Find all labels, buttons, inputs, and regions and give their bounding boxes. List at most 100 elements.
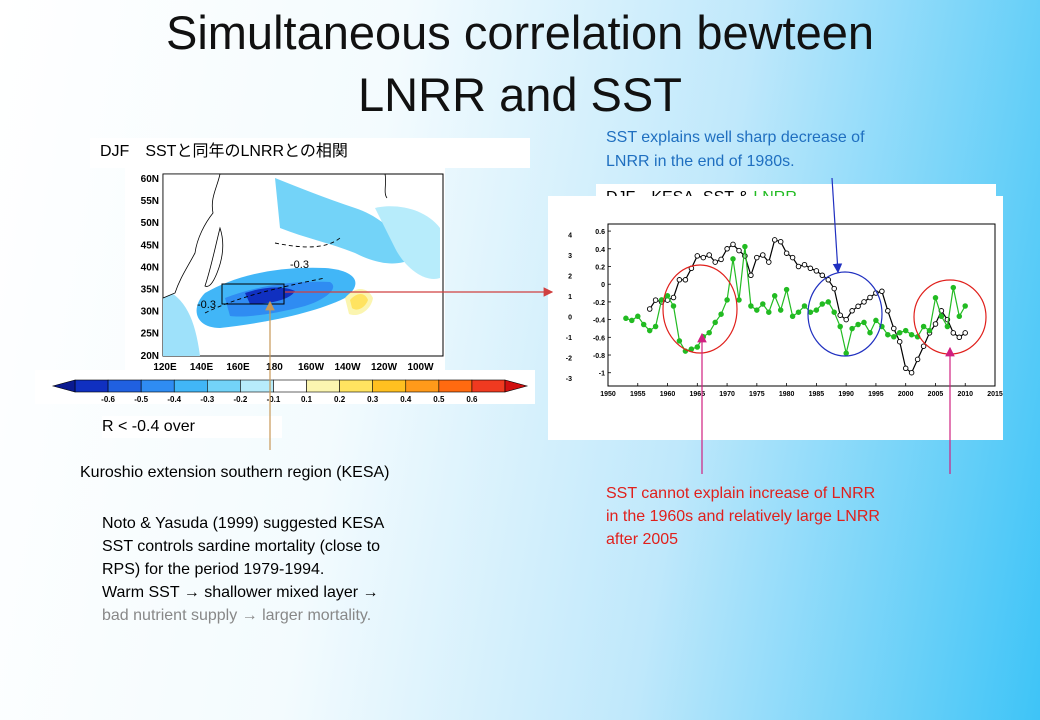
black-series-point [694, 253, 701, 259]
green-series-point [748, 303, 754, 309]
green-series-point [718, 311, 724, 317]
title-line-1: Simultaneous correlation bewteen [165, 6, 875, 59]
black-series-point [646, 306, 653, 312]
lon-tick-label: 100W [407, 362, 434, 373]
black-series-point [837, 312, 843, 318]
green-series-point [783, 286, 790, 293]
black-series-point [902, 365, 909, 372]
colorbar-tick-label: -0.1 [267, 395, 281, 404]
colorbar-tick-label: -0.5 [134, 395, 148, 404]
lat-tick-label: 25N [141, 329, 159, 340]
x-tick-label: 2015 [987, 391, 1003, 398]
contour-label: -0.3 [290, 259, 309, 271]
colorbar-tick-label: -0.6 [101, 395, 115, 404]
colorbar: -0.6 -0.5 -0.4 -0.3 -0.2 -0.1 0.1 0.2 0.3 0.4 0.5 0… [35, 370, 535, 404]
noto-line: Noto & Yasuda (1999) suggested KESA [102, 515, 385, 532]
map-coastline [384, 173, 388, 199]
kesa-definition: Kuroshio extension southern region (KESA… [80, 464, 390, 481]
left-y-tick-label: -2 [566, 355, 572, 362]
black-series-point [712, 259, 718, 265]
colorbar-cell [74, 379, 109, 393]
lon-tick-label: 160W [298, 362, 325, 373]
colorbar-cell [306, 379, 340, 393]
left-y-tick-label: 4 [568, 232, 572, 239]
right-y-tick-label: -0.8 [593, 353, 605, 360]
x-tick-label: 1985 [809, 391, 825, 398]
lat-tick-label: 30N [141, 307, 159, 318]
green-series-point [652, 323, 659, 330]
colorbar-cell [140, 379, 175, 393]
left-y-tick-label: 1 [568, 294, 572, 301]
black-series-point [879, 288, 885, 295]
colorbar-cell [339, 379, 373, 393]
colorbar-cell [240, 379, 274, 393]
green-series-point [760, 301, 766, 307]
x-tick-label: 2010 [957, 391, 973, 398]
colorbar-right-arrow [504, 379, 529, 393]
page-title: Simultaneous correlation bewteen LNRR an… [0, 2, 1040, 126]
green-series-point [670, 303, 677, 309]
green-series-point [771, 293, 778, 299]
colorbar-tick-label: -0.3 [200, 395, 214, 404]
black-series-point [670, 294, 677, 301]
colorbar-tick-label: -0.4 [167, 395, 181, 404]
black-series-point [736, 247, 742, 254]
right-y-tick-label: -0.6 [593, 335, 605, 342]
green-series-point [724, 297, 730, 303]
r-threshold-note: R < -0.4 over [102, 416, 282, 438]
sst-explains-note: SST explains well sharp decrease of LNRR… [606, 126, 1026, 174]
lon-tick-label: 120W [371, 362, 398, 373]
lon-tick-label: 160E [226, 362, 250, 373]
colorbar-cell [273, 379, 307, 393]
chart-ticks: 1950 1955 1960 1965 1970 1975 1980 1985 1990 1995… [566, 229, 1003, 398]
black-series-point [867, 294, 873, 301]
green-series-point [825, 299, 832, 305]
colorbar-tick-label: 0.3 [367, 395, 379, 404]
title-line-2: LNRR and SST [358, 68, 682, 121]
green-series-point [777, 307, 784, 313]
lat-tick-label: 45N [141, 240, 159, 251]
colorbar-cell [107, 379, 142, 393]
x-tick-label: 2005 [928, 391, 944, 398]
x-tick-label: 1970 [719, 391, 735, 398]
green-series-point [736, 297, 742, 303]
highlight-circle-1990 [807, 271, 883, 357]
noto-line: SST controls sardine mortality (close to [102, 538, 381, 555]
lon-tick-label: 140E [190, 362, 214, 373]
sst-cannot-line: SST cannot explain increase of LNRR [606, 485, 876, 502]
green-series-point [956, 313, 963, 320]
map-frame [162, 173, 444, 357]
colorbar-tick-label: -0.2 [233, 395, 247, 404]
green-series-point [932, 295, 939, 301]
green-series-point [795, 309, 802, 315]
black-series-point [885, 308, 891, 314]
green-series-point [700, 334, 707, 340]
green-series-point [766, 309, 772, 315]
black-series-point [962, 330, 968, 336]
sst-explains-line: LNRR in the end of 1980s. [606, 153, 795, 170]
black-series-point [766, 259, 772, 265]
colorbar-cell [372, 379, 407, 393]
noto-line: RPS) for the period 1979-1994. [102, 561, 325, 578]
left-y-tick-label: 3 [568, 253, 572, 260]
highlight-circle-1960s [662, 264, 738, 354]
lat-tick-label: 60N [141, 174, 159, 185]
black-series-point [807, 265, 814, 272]
map-land [162, 173, 221, 299]
green-series-point [896, 329, 903, 336]
left-y-tick-label: 0 [568, 314, 572, 321]
lat-tick-label: 40N [141, 262, 159, 273]
right-y-tick-label: -0.2 [593, 300, 605, 307]
map-panel-label: DJF SSTと同年のLNRRとの相関 [90, 138, 530, 168]
colorbar-tick-label: 0.1 [301, 395, 313, 404]
noto-line: bad nutrient supply → larger mortality. [102, 607, 372, 624]
green-series-point [640, 321, 647, 328]
green-series-point [730, 256, 736, 262]
green-series-point [962, 303, 968, 309]
green-series-point [712, 319, 718, 326]
green-series-point [867, 329, 873, 336]
green-series-point [789, 313, 796, 320]
green-series-point [855, 321, 861, 328]
lat-tick-label: 50N [141, 218, 159, 229]
black-series-point [771, 237, 778, 243]
